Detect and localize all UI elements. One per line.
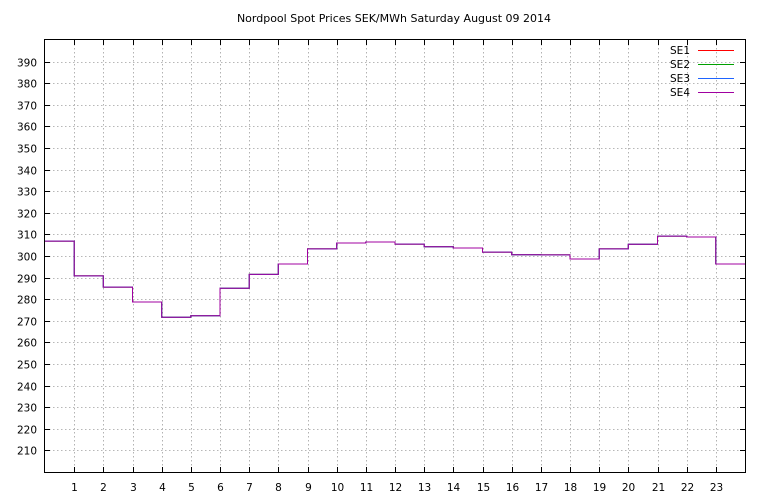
x-tick-label: 7 [246, 482, 253, 494]
y-tick-label: 360 [17, 122, 37, 134]
x-tick-label: 15 [477, 482, 490, 494]
series-lines [45, 235, 745, 318]
x-tick-label: 3 [130, 482, 137, 494]
y-tick-label: 260 [17, 338, 37, 350]
x-tick-label: 22 [681, 482, 694, 494]
y-tick-label: 320 [17, 209, 37, 221]
y-tick-label: 210 [17, 446, 37, 458]
y-tick-label: 390 [17, 58, 37, 70]
series-line-se1 [45, 235, 745, 318]
y-axis: 210 220 230 240 250 260 270 280 290 300 310 320 330 3… [17, 58, 745, 458]
legend-label-se4: SE4 [670, 87, 690, 99]
y-tick-label: 240 [17, 382, 37, 394]
x-tick-label: 19 [593, 482, 606, 494]
y-tick-label: 340 [17, 166, 37, 178]
x-tick-label: 14 [447, 482, 461, 494]
x-tick-label: 6 [217, 482, 224, 494]
y-tick-label: 230 [17, 403, 37, 415]
x-tick-label: 16 [506, 482, 520, 494]
x-tick-label: 10 [331, 482, 344, 494]
x-tick-label: 11 [360, 482, 373, 494]
y-tick-label: 350 [17, 144, 37, 156]
x-tick-label: 8 [275, 482, 282, 494]
x-axis: 1 2 3 4 5 6 7 8 9 10 11 12 13 14 15 16 17 18 19 20 21 22 23 [71, 40, 723, 494]
y-tick-label: 300 [17, 252, 37, 264]
x-tick-label: 13 [418, 482, 431, 494]
x-tick-label: 5 [188, 482, 195, 494]
x-tick-label: 4 [159, 482, 166, 494]
legend-label-se2: SE2 [670, 59, 690, 71]
y-tick-label: 290 [17, 274, 37, 286]
series-line-se2 [45, 235, 745, 318]
y-tick-label: 250 [17, 360, 37, 372]
x-tick-label: 1 [71, 482, 78, 494]
y-tick-label: 370 [17, 101, 37, 113]
y-tick-label: 380 [17, 79, 37, 91]
x-tick-label: 21 [652, 482, 665, 494]
y-tick-label: 220 [17, 425, 37, 437]
x-tick-label: 12 [389, 482, 402, 494]
chart-title: Nordpool Spot Prices SEK/MWh Saturday Au… [237, 12, 551, 25]
legend: SE1 SE2 SE3 SE4 [670, 45, 734, 99]
plot-frame [44, 39, 746, 473]
x-tick-label: 18 [564, 482, 577, 494]
legend-label-se1: SE1 [670, 45, 690, 57]
x-tick-label: 2 [100, 482, 107, 494]
y-tick-label: 330 [17, 187, 37, 199]
y-tick-label: 270 [17, 317, 37, 329]
x-tick-label: 23 [710, 482, 723, 494]
series-line-se4 [45, 235, 745, 318]
legend-label-se3: SE3 [670, 73, 690, 85]
y-tick-label: 280 [17, 295, 37, 307]
x-tick-label: 9 [305, 482, 312, 494]
series-line-se3 [45, 235, 745, 318]
grid [45, 40, 745, 472]
x-tick-label: 17 [535, 482, 548, 494]
y-tick-label: 310 [17, 230, 37, 242]
x-tick-label: 20 [622, 482, 635, 494]
